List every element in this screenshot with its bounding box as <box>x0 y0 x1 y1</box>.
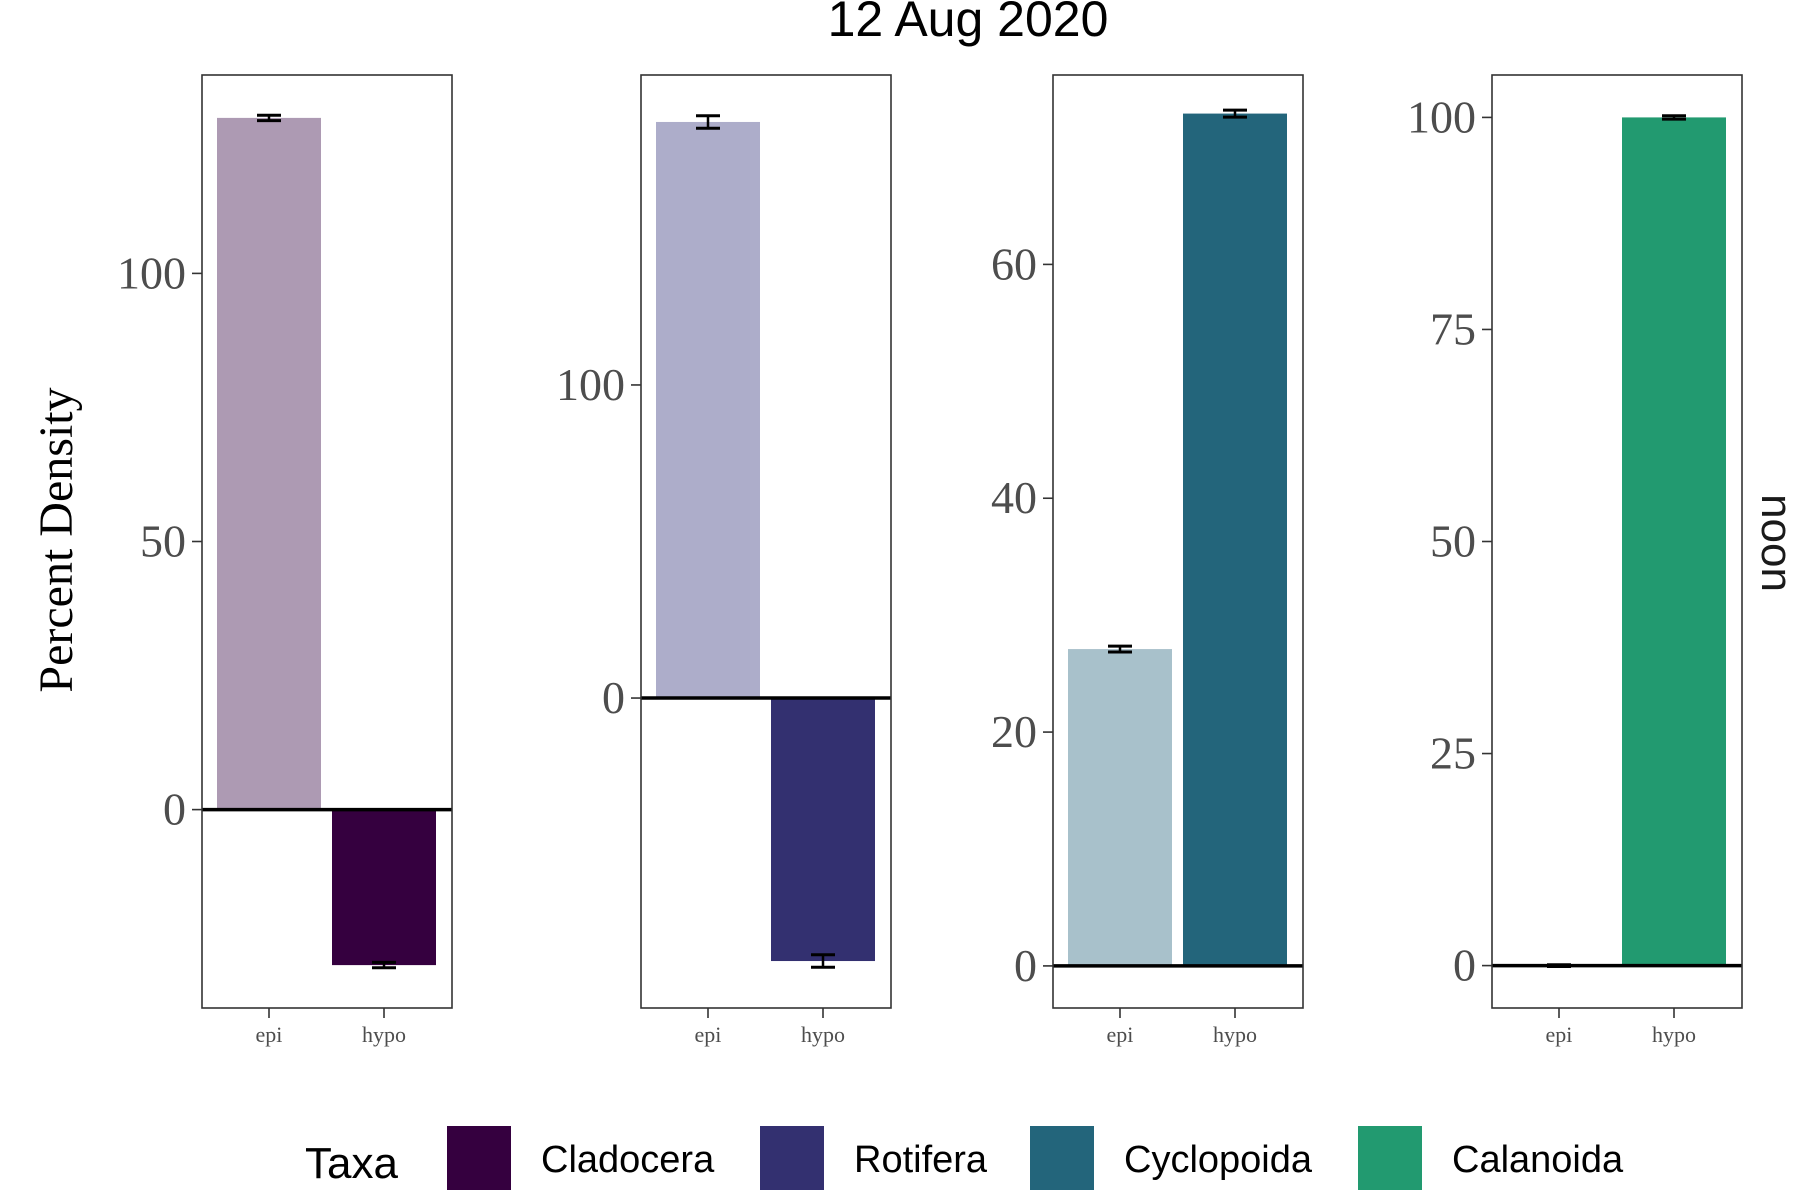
y-tick-label: 25 <box>1430 728 1476 779</box>
error-bar-hypo <box>1223 108 1247 119</box>
y-tick-label: 100 <box>117 247 186 298</box>
x-tick-label-hypo: hypo <box>1652 1022 1696 1047</box>
x-tick-label-epi: epi <box>256 1022 283 1047</box>
y-tick-label: 60 <box>991 238 1037 289</box>
y-tick-label: 100 <box>556 359 625 410</box>
y-tick-label: 0 <box>163 784 186 835</box>
bar-hypo <box>1622 117 1726 966</box>
legend-key-cladocera <box>447 1126 511 1190</box>
bar-epi <box>1068 649 1172 966</box>
chart-title: 12 Aug 2020 <box>828 0 1109 47</box>
legend-label-cladocera: Cladocera <box>541 1139 715 1181</box>
panel-border <box>640 74 892 1009</box>
legend-key-rotifera <box>760 1126 824 1190</box>
bar-hypo <box>332 809 436 966</box>
y-tick-label: 0 <box>1453 940 1476 991</box>
y-tick-label: 0 <box>1014 940 1037 991</box>
facet-panels: 0 50 100 epi hypo 0 100 epi hypo 0 20 40 60 epi hypo 0 2… <box>117 74 1743 1047</box>
bar-epi <box>656 121 760 699</box>
facet-strip-label: noon <box>1752 494 1800 592</box>
error-bar-epi <box>1547 963 1571 968</box>
legend-label-rotifera: Rotifera <box>854 1139 988 1181</box>
bar-epi <box>217 117 321 810</box>
legend-title: Taxa <box>305 1139 398 1188</box>
y-tick-label: 20 <box>991 706 1037 757</box>
y-tick-label: 75 <box>1430 303 1476 354</box>
y-tick-label: 40 <box>991 472 1037 523</box>
x-tick-label-epi: epi <box>1107 1022 1134 1047</box>
panel-cyclopoida: 0 20 40 60 epi hypo <box>991 74 1304 1047</box>
legend-key-calanoida <box>1358 1126 1422 1190</box>
error-bar-hypo <box>811 953 835 969</box>
panel-calanoida: 0 25 50 75 100 epi hypo <box>1407 74 1743 1047</box>
x-tick-label-epi: epi <box>695 1022 722 1047</box>
error-bar-hypo <box>1662 114 1686 121</box>
panel-cladocera: 0 50 100 epi hypo <box>117 74 453 1047</box>
error-bar-hypo <box>372 960 396 970</box>
error-bar-epi <box>1108 644 1132 654</box>
x-tick-label-hypo: hypo <box>1213 1022 1257 1047</box>
y-tick-label: 100 <box>1407 91 1476 142</box>
legend-key-cyclopoida <box>1030 1126 1094 1190</box>
legend: Taxa Cladocera Rotifera Cyclopoida Calanoid… <box>305 1126 1624 1190</box>
legend-label-calanoida: Calanoida <box>1452 1139 1624 1181</box>
y-tick-label: 50 <box>1430 516 1476 567</box>
x-tick-label-hypo: hypo <box>801 1022 845 1047</box>
bar-hypo <box>771 698 875 962</box>
x-tick-label-hypo: hypo <box>362 1022 406 1047</box>
y-tick-label: 50 <box>140 516 186 567</box>
legend-label-cyclopoida: Cyclopoida <box>1124 1139 1313 1181</box>
y-tick-label: 0 <box>602 672 625 723</box>
y-axis-label: Percent Density <box>30 387 83 692</box>
bar-hypo <box>1183 113 1287 966</box>
error-bar-epi <box>257 113 281 123</box>
error-bar-epi <box>696 114 720 130</box>
panel-border <box>1052 74 1304 1009</box>
x-tick-label-epi: epi <box>1546 1022 1573 1047</box>
panel-rotifera: 0 100 epi hypo <box>556 74 892 1047</box>
